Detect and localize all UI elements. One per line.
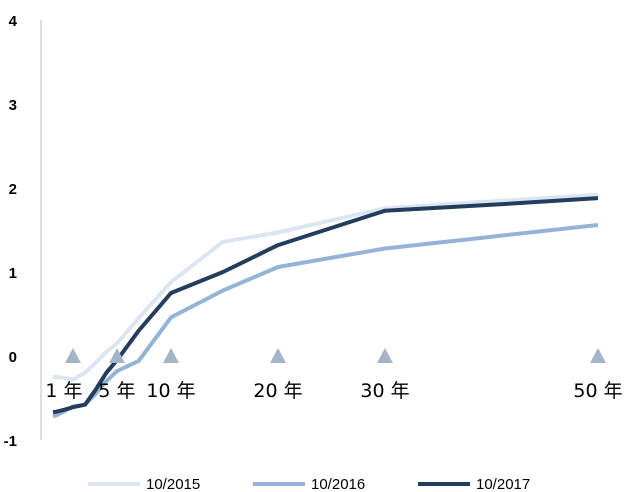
term-labels: 1 年 5 年 10 年 20 年 30 年 50 年: [45, 380, 622, 402]
y-tick-label-0: 0: [9, 349, 17, 366]
y-tick-label-neg1: -1: [4, 433, 17, 450]
legend: 10/2015 10/2016 10/2017: [88, 476, 530, 492]
term-marker-triangle-20y: [270, 348, 286, 363]
term-label-4: 30 年: [360, 380, 409, 402]
term-label-5: 50 年: [573, 380, 622, 402]
term-marker-triangle-5y: [109, 348, 125, 363]
legend-label-2017: 10/2017: [476, 476, 530, 492]
term-marker-triangle-30y: [377, 348, 393, 363]
series-line-10-2015: [53, 192, 599, 382]
y-tick-label-1: 1: [9, 265, 17, 282]
y-axis: 4 3 2 1 0 -1: [4, 13, 42, 450]
term-marker-triangle-50y: [590, 348, 606, 363]
legend-label-2015: 10/2015: [146, 476, 200, 492]
y-tick-label-2: 2: [9, 181, 17, 198]
term-marker-triangle-1y: [65, 348, 81, 363]
y-tick-label-3: 3: [9, 97, 17, 114]
term-label-2: 10 年: [146, 380, 195, 402]
term-marker-triangle-10y: [163, 348, 179, 363]
legend-label-2016: 10/2016: [311, 476, 365, 492]
y-tick-label-4: 4: [9, 13, 18, 30]
term-label-0: 1 年: [45, 380, 82, 402]
term-label-3: 20 年: [253, 380, 302, 402]
term-label-1: 5 年: [98, 380, 135, 402]
term-markers: [65, 348, 606, 363]
